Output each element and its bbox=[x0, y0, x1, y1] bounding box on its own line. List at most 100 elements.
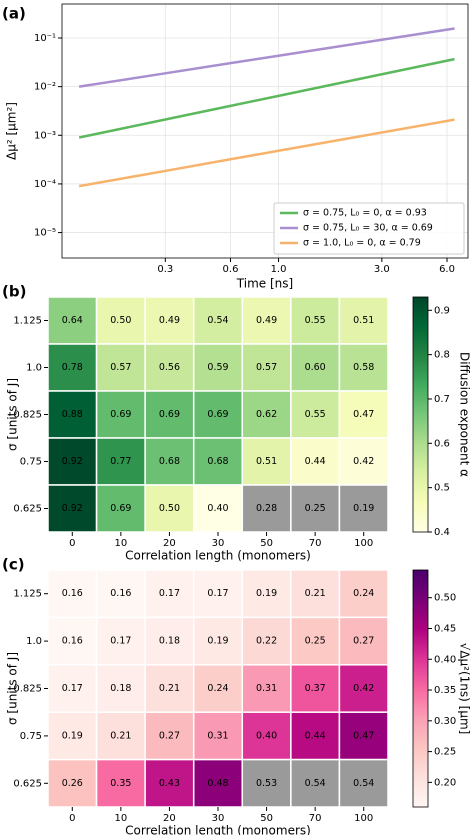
x-tick-label: 6.0 bbox=[439, 264, 455, 275]
heatmap-cell bbox=[144, 616, 195, 666]
heatmap-cell bbox=[241, 616, 292, 666]
heatmap-cell bbox=[290, 664, 341, 713]
cell-label: 0.53 bbox=[256, 778, 277, 789]
x-tick-label: 30 bbox=[212, 538, 225, 549]
cell-label: 0.42 bbox=[353, 683, 374, 694]
cell-label: 0.43 bbox=[159, 778, 180, 789]
cell-label: 0.55 bbox=[305, 315, 326, 326]
cell-label: 0.56 bbox=[159, 362, 180, 373]
cell-label: 0.51 bbox=[353, 315, 374, 326]
y-tick-label: 1.0 bbox=[26, 363, 42, 374]
cell-label: 0.57 bbox=[256, 362, 277, 373]
heatmap-cell bbox=[338, 711, 389, 761]
x-tick-label: 100 bbox=[354, 813, 373, 824]
legend-label: σ = 0.75, L₀ = 0, α = 0.93 bbox=[303, 208, 427, 219]
cell-label: 0.24 bbox=[207, 683, 228, 694]
y-tick-label: 0.75 bbox=[20, 731, 42, 742]
colorbar-tick-label: 0.50 bbox=[434, 593, 456, 604]
x-tick-label: 0.3 bbox=[157, 264, 173, 275]
heatmap-cell bbox=[95, 296, 146, 345]
y-tick-label: 1.125 bbox=[13, 589, 42, 600]
y-tick-label: 10⁻⁴ bbox=[34, 179, 56, 190]
colorbar-tick-label: 0.5 bbox=[434, 483, 450, 494]
cell-label: 0.25 bbox=[305, 636, 326, 647]
panel-label: (b) bbox=[2, 283, 26, 301]
cell-label: 0.54 bbox=[207, 315, 228, 326]
heatmap-cell bbox=[144, 390, 195, 439]
cell-label: 0.48 bbox=[207, 778, 228, 789]
heatmap-cell bbox=[338, 569, 389, 619]
x-tick-label: 70 bbox=[309, 538, 322, 549]
legend-box bbox=[273, 202, 465, 255]
y-tick-label: 0.625 bbox=[13, 504, 42, 515]
cell-label: 0.60 bbox=[305, 362, 326, 373]
heatmap-cell bbox=[290, 296, 341, 345]
heatmap-cell bbox=[241, 484, 292, 533]
x-tick-label: 20 bbox=[163, 813, 176, 824]
y-tick-label: 1.125 bbox=[13, 316, 42, 327]
cell-label: 0.69 bbox=[110, 409, 131, 420]
cell-label: 0.17 bbox=[159, 588, 180, 599]
cell-label: 0.18 bbox=[159, 636, 180, 647]
heatmap-cell bbox=[241, 664, 292, 713]
heatmap-cell bbox=[241, 437, 292, 486]
colorbar-tick-label: 0.45 bbox=[434, 623, 456, 634]
cell-label: 0.44 bbox=[305, 456, 326, 467]
y-axis-label: σ [units of J] bbox=[6, 652, 20, 725]
colorbar-tick-label: 0.35 bbox=[434, 685, 456, 696]
cell-label: 0.19 bbox=[353, 503, 374, 514]
cell-label: 0.77 bbox=[110, 456, 131, 467]
colorbar-tick-label: 0.6 bbox=[434, 438, 450, 449]
heatmap-cell bbox=[338, 343, 389, 392]
cell-label: 0.19 bbox=[256, 588, 277, 599]
cell-label: 0.26 bbox=[62, 778, 83, 789]
cell-label: 0.47 bbox=[353, 409, 374, 420]
heatmap-cell bbox=[144, 664, 195, 713]
heatmap-cell bbox=[290, 758, 341, 808]
legend-label: σ = 1.0, L₀ = 0, α = 0.79 bbox=[303, 238, 421, 249]
colorbar-tick-label: 0.25 bbox=[434, 747, 456, 758]
cell-label: 0.28 bbox=[256, 503, 277, 514]
heatmap-cell bbox=[338, 758, 389, 808]
heatmap-cell bbox=[338, 390, 389, 439]
x-tick-label: 30 bbox=[212, 813, 225, 824]
heatmap-cell bbox=[192, 616, 244, 666]
heatmap-cell bbox=[47, 711, 98, 761]
colorbar-tick-label: 0.9 bbox=[434, 305, 450, 316]
cell-label: 0.49 bbox=[159, 315, 180, 326]
series-line bbox=[78, 27, 455, 88]
cell-label: 0.24 bbox=[353, 588, 374, 599]
series-line bbox=[78, 57, 455, 139]
colorbar bbox=[412, 569, 429, 808]
x-tick-label: 50 bbox=[260, 538, 273, 549]
colorbar-label: Diffusion exponent α bbox=[458, 352, 472, 477]
cell-label: 0.50 bbox=[159, 503, 180, 514]
cell-label: 0.27 bbox=[159, 730, 180, 741]
cell-label: 0.68 bbox=[207, 456, 228, 467]
cell-label: 0.16 bbox=[110, 588, 131, 599]
cell-label: 0.44 bbox=[305, 730, 326, 741]
x-tick-label: 50 bbox=[260, 813, 273, 824]
x-tick-label: 70 bbox=[309, 813, 322, 824]
heatmap-cell bbox=[144, 569, 195, 619]
cell-label: 0.16 bbox=[62, 588, 83, 599]
cell-label: 0.22 bbox=[256, 636, 277, 647]
heatmap-cell bbox=[95, 343, 146, 392]
cell-label: 0.40 bbox=[207, 503, 228, 514]
cell-label: 0.19 bbox=[207, 636, 228, 647]
x-tick-label: 10 bbox=[114, 813, 127, 824]
y-tick-label: 0.75 bbox=[20, 457, 42, 468]
heatmap-cell bbox=[338, 484, 389, 533]
cell-label: 0.64 bbox=[62, 315, 83, 326]
y-tick-label: 0.625 bbox=[13, 778, 42, 789]
cell-label: 0.18 bbox=[110, 683, 131, 694]
cell-label: 0.54 bbox=[305, 778, 326, 789]
colorbar-label: √Δμ²(1ns) [μm] bbox=[458, 643, 472, 735]
cell-label: 0.21 bbox=[159, 683, 180, 694]
cell-label: 0.58 bbox=[353, 362, 374, 373]
cell-label: 0.17 bbox=[62, 683, 83, 694]
panel-label: (c) bbox=[2, 556, 25, 574]
heatmap-cell bbox=[290, 390, 341, 439]
colorbar-tick-label: 0.30 bbox=[434, 716, 456, 727]
